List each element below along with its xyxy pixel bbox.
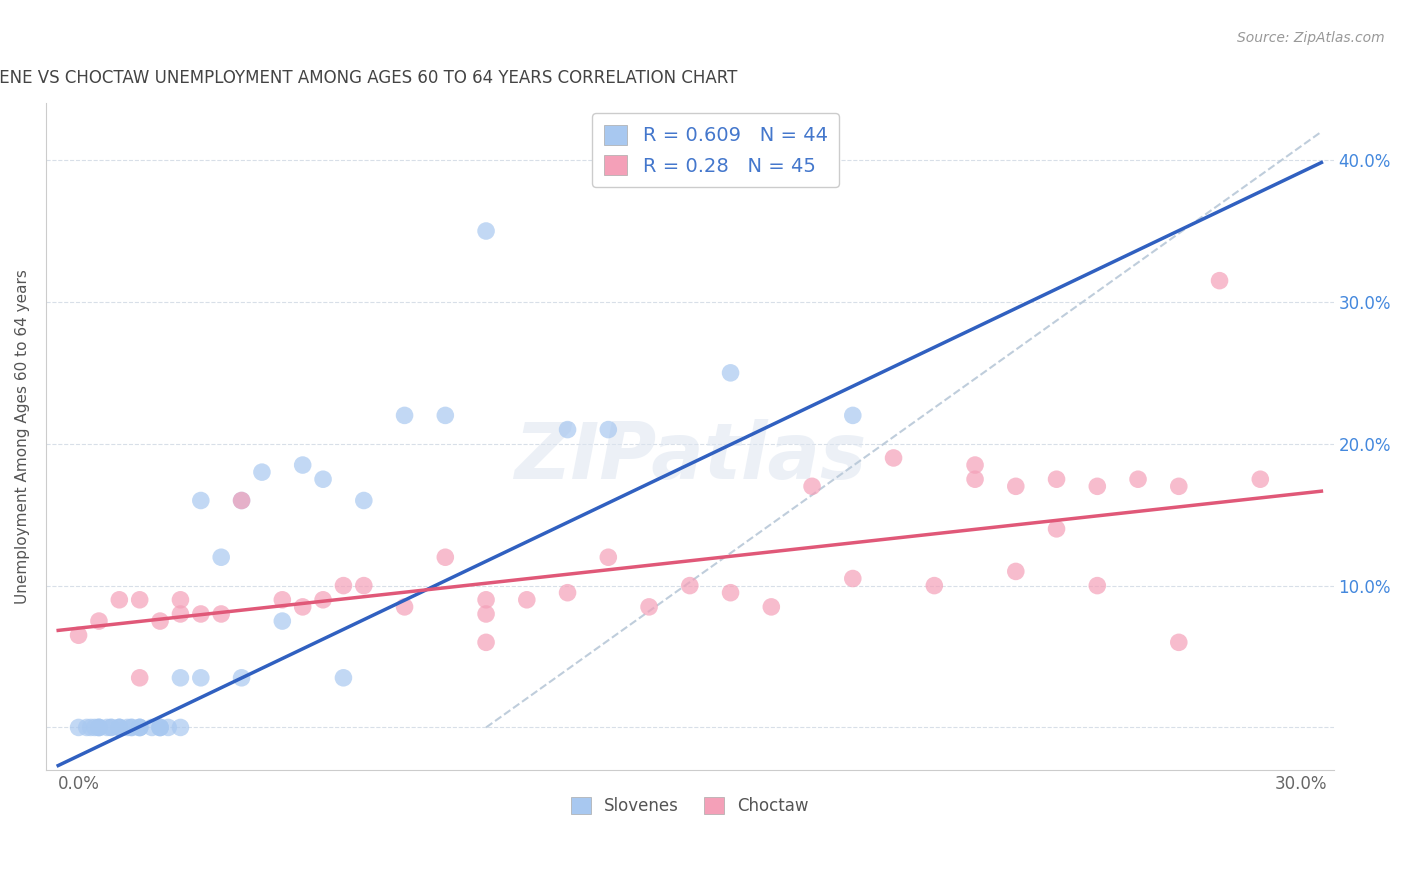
Point (128, 721, 150, 735)
Point (924, 579, 946, 593)
Point (169, 607, 191, 621)
Point (1208, 274, 1230, 288)
Point (87, 721, 110, 735)
Point (149, 721, 172, 735)
Legend: Slovenes, Choctaw: Slovenes, Choctaw (564, 790, 815, 822)
Point (149, 721, 172, 735)
Point (117, 721, 139, 735)
Point (96, 721, 118, 735)
Text: ZIPatlas: ZIPatlas (513, 418, 866, 495)
Point (231, 493, 253, 508)
Point (1126, 472, 1149, 486)
Point (353, 493, 375, 508)
Point (842, 572, 865, 586)
Point (312, 472, 335, 486)
Point (394, 409, 416, 423)
Point (394, 599, 416, 614)
Point (250, 465, 273, 479)
Text: SLOVENE VS CHOCTAW UNEMPLOYMENT AMONG AGES 60 TO 64 YEARS CORRELATION CHART: SLOVENE VS CHOCTAW UNEMPLOYMENT AMONG AG… (0, 69, 737, 87)
Point (963, 472, 986, 486)
Point (1085, 579, 1108, 593)
Point (761, 599, 783, 614)
Point (169, 671, 191, 685)
Point (80, 721, 103, 735)
Point (1004, 479, 1026, 493)
Point (100, 721, 122, 735)
Point (598, 423, 620, 437)
Point (169, 721, 191, 735)
Y-axis label: Unemployment Among Ages 60 to 64 years: Unemployment Among Ages 60 to 64 years (15, 269, 30, 604)
Point (1167, 479, 1189, 493)
Point (1004, 565, 1026, 579)
Point (638, 599, 661, 614)
Point (157, 721, 180, 735)
Point (231, 493, 253, 508)
Point (128, 721, 150, 735)
Point (434, 409, 457, 423)
Point (190, 607, 212, 621)
Point (108, 721, 131, 735)
Point (475, 607, 498, 621)
Point (209, 550, 232, 565)
Point (141, 721, 163, 735)
Point (128, 671, 150, 685)
Point (1167, 635, 1189, 649)
Point (883, 450, 905, 465)
Point (1249, 472, 1271, 486)
Point (121, 721, 143, 735)
Point (169, 592, 191, 607)
Point (720, 585, 742, 599)
Point (475, 224, 498, 238)
Point (1045, 472, 1067, 486)
Point (271, 614, 294, 628)
Point (149, 614, 172, 628)
Point (67, 628, 90, 642)
Point (963, 458, 986, 472)
Point (720, 366, 742, 380)
Point (231, 671, 253, 685)
Point (679, 579, 702, 593)
Point (149, 721, 172, 735)
Point (557, 423, 579, 437)
Point (516, 592, 538, 607)
Point (128, 721, 150, 735)
Point (475, 592, 498, 607)
Point (434, 550, 457, 565)
Point (209, 607, 232, 621)
Point (1045, 522, 1067, 536)
Point (87, 614, 110, 628)
Point (76, 721, 98, 735)
Point (67, 721, 90, 735)
Point (83, 721, 105, 735)
Point (190, 493, 212, 508)
Point (291, 458, 314, 472)
Point (842, 409, 865, 423)
Point (100, 721, 122, 735)
Point (1085, 479, 1108, 493)
Point (190, 671, 212, 685)
Point (87, 721, 110, 735)
Point (332, 579, 354, 593)
Point (353, 579, 375, 593)
Point (121, 721, 143, 735)
Point (271, 592, 294, 607)
Text: Source: ZipAtlas.com: Source: ZipAtlas.com (1237, 31, 1385, 45)
Point (108, 721, 131, 735)
Point (332, 671, 354, 685)
Point (291, 599, 314, 614)
Point (108, 592, 131, 607)
Point (598, 550, 620, 565)
Point (128, 592, 150, 607)
Point (475, 635, 498, 649)
Point (312, 592, 335, 607)
Point (87, 721, 110, 735)
Point (557, 585, 579, 599)
Point (801, 479, 824, 493)
Point (108, 721, 131, 735)
